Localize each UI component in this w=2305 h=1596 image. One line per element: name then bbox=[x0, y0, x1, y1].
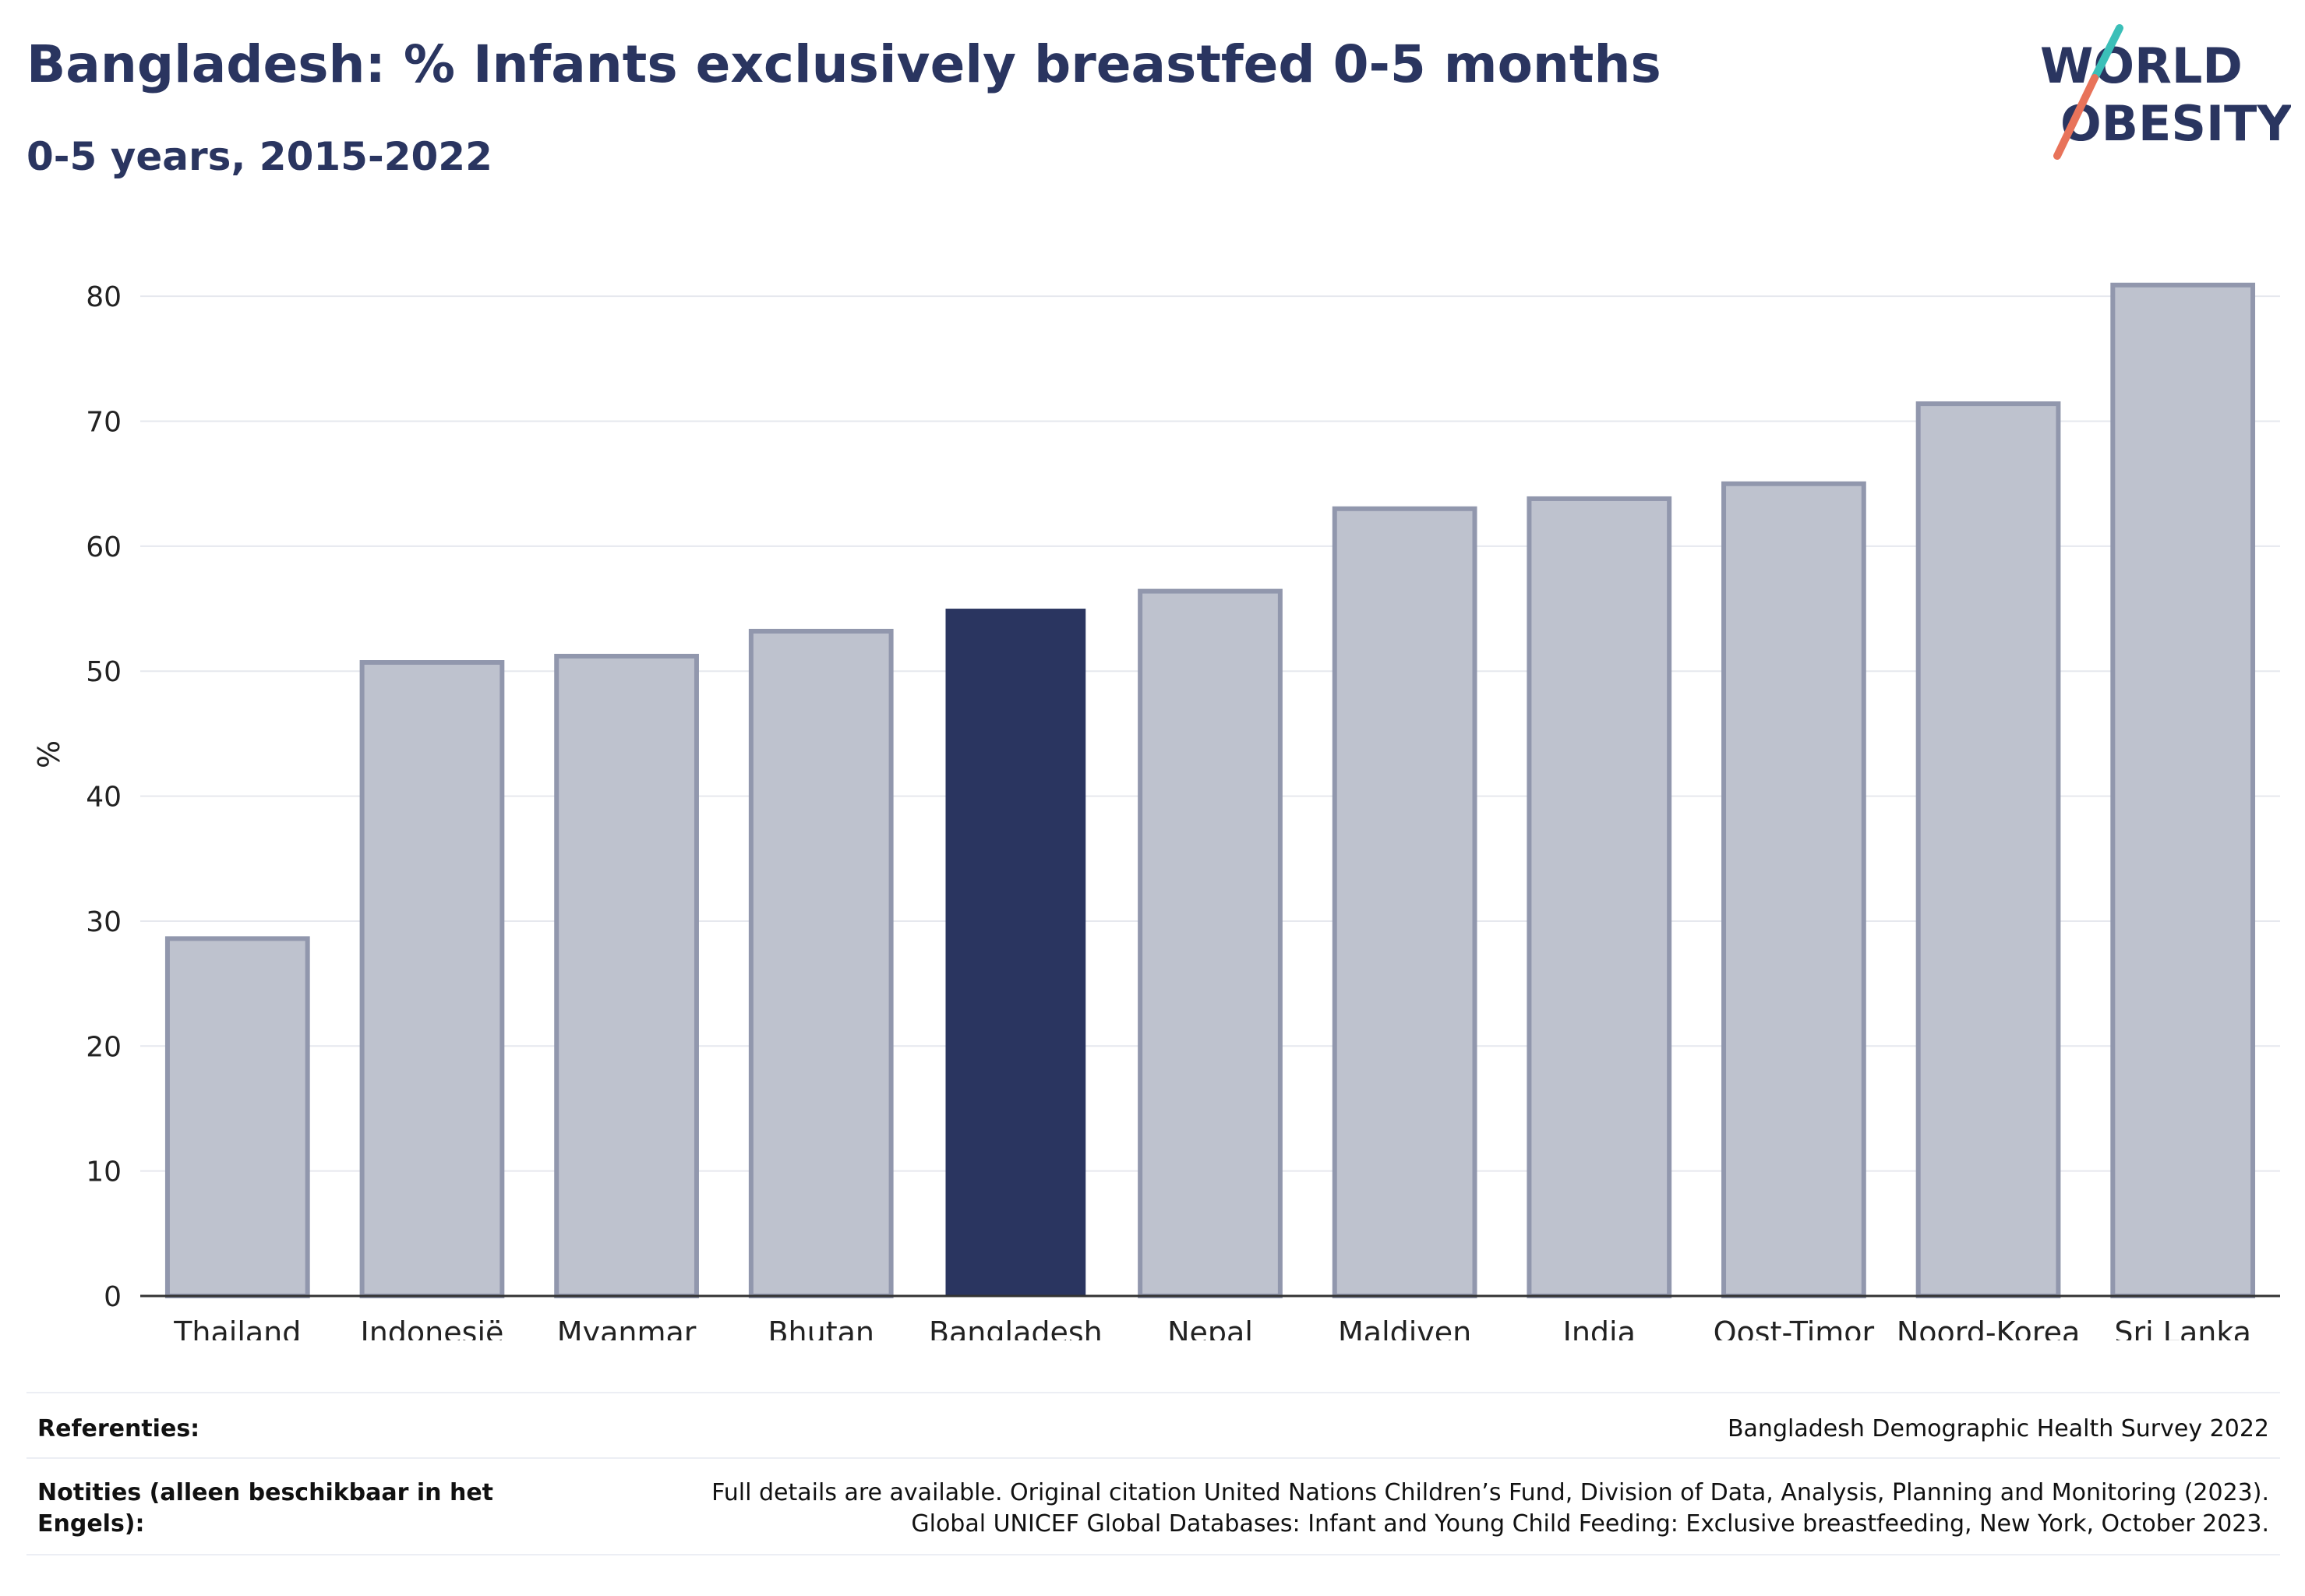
logo-slash-coral bbox=[2053, 74, 2099, 160]
bar-bhutan bbox=[748, 628, 894, 1298]
axis-layer: 0 10 20 30 40 50 60 70 80 Thailand Indonesië Myanma… bbox=[86, 281, 2280, 1340]
y-tick-label: 40 bbox=[86, 782, 122, 814]
references-value: Bangladesh Demographic Health Survey 202… bbox=[1727, 1415, 2269, 1442]
bar-bangladesh bbox=[945, 609, 1086, 1296]
y-tick-label: 30 bbox=[86, 906, 122, 938]
bar-indonesi- bbox=[359, 660, 505, 1298]
x-tick-label: Bangladesh bbox=[929, 1315, 1103, 1340]
bar-india bbox=[1527, 496, 1672, 1298]
chart-subtitle: 0-5 years, 2015-2022 bbox=[26, 134, 492, 179]
y-tick-label: 70 bbox=[86, 407, 122, 439]
bar-maldiven bbox=[1332, 506, 1477, 1298]
references-label: Referenties: bbox=[37, 1415, 200, 1442]
y-tick-label: 50 bbox=[86, 656, 122, 688]
x-tick-label: Maldiven bbox=[1338, 1315, 1471, 1340]
bar-thailand bbox=[164, 936, 310, 1299]
y-tick-label: 20 bbox=[86, 1031, 122, 1063]
chart-title: Bangladesh: % Infants exclusively breast… bbox=[26, 34, 1661, 94]
y-tick-label: 60 bbox=[86, 531, 122, 563]
notes-line1: Full details are available. Original cit… bbox=[711, 1479, 2269, 1506]
bar-oost-timor bbox=[1721, 481, 1866, 1298]
bar-sri-lanka bbox=[2110, 282, 2256, 1298]
y-tick-label: 0 bbox=[104, 1281, 122, 1313]
x-tick-label: Myanmar bbox=[557, 1315, 697, 1340]
x-tick-label: India bbox=[1563, 1315, 1636, 1340]
notes-label: Notities (alleen beschikbaar in het Enge… bbox=[37, 1479, 494, 1538]
bar-myanmar bbox=[554, 653, 699, 1298]
x-tick-label: Nepal bbox=[1167, 1315, 1253, 1340]
x-tick-label: Indonesië bbox=[361, 1315, 504, 1340]
footer-divider-top bbox=[26, 1392, 2280, 1393]
bar-chart: 0 10 20 30 40 50 60 70 80 Thailand Indonesië Myanma… bbox=[32, 281, 2280, 1340]
x-tick-label: Sri Lanka bbox=[2114, 1315, 2251, 1340]
x-tick-label: Noord-Korea bbox=[1897, 1315, 2080, 1340]
x-tick-label: Bhutan bbox=[768, 1315, 874, 1340]
footer-divider-bottom bbox=[26, 1554, 2280, 1555]
x-tick-label: Thailand bbox=[173, 1315, 301, 1340]
bar-noord-korea bbox=[1915, 401, 2061, 1299]
logo-slash-teal bbox=[2091, 24, 2123, 82]
footer-divider-middle bbox=[26, 1457, 2280, 1459]
x-tick-label: Oost-Timor bbox=[1714, 1315, 1875, 1340]
notes-line2: Global UNICEF Global Databases: Infant a… bbox=[911, 1510, 2269, 1538]
bars-layer bbox=[164, 282, 2256, 1299]
world-obesity-logo: WORLD OBESITY bbox=[2040, 24, 2291, 160]
bar-nepal bbox=[1138, 588, 1283, 1298]
logo-line1: WORLD bbox=[2040, 37, 2243, 94]
y-tick-label: 10 bbox=[86, 1156, 122, 1188]
y-axis-label: % bbox=[32, 740, 66, 768]
y-tick-label: 80 bbox=[86, 281, 122, 313]
logo-line2: OBESITY bbox=[2060, 95, 2291, 152]
